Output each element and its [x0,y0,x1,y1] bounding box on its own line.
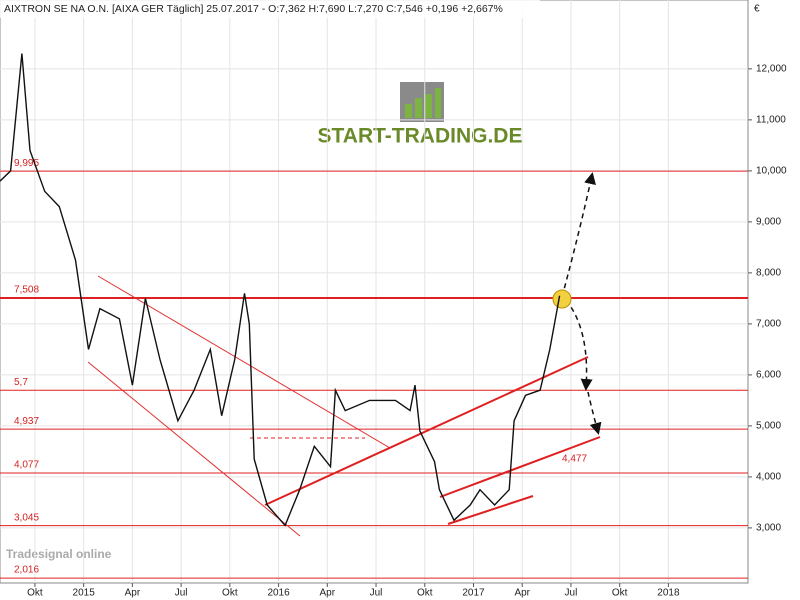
level-label: 4,937 [14,416,39,427]
y-tick-label: 10,000 [756,166,787,177]
trendlines [87,172,602,537]
level-label: 7,508 [14,285,39,296]
y-tick-label: 8,000 [756,268,781,279]
x-tick-label: Apr [125,588,141,599]
y-tick-label: 11,000 [756,115,786,126]
x-tick-label: Okt [612,588,628,599]
x-tick-label: Jul [565,588,578,599]
x-tick-label: 2017 [462,588,485,599]
x-tick-label: 2018 [657,588,680,599]
logo-text: START-TRADING.DE [318,125,523,148]
x-tick-label: Okt [222,588,238,599]
level-label: 4,077 [14,460,39,471]
level-label: 5,7 [14,377,28,388]
x-tick-label: Apr [514,588,530,599]
plot-area [0,0,749,584]
chart-title: AIXTRON SE NA O.N. [AIXA GER Täglich] 25… [4,3,503,15]
currency: € [754,4,760,15]
y-tick-label: 3,000 [756,523,781,534]
title-bg [0,0,540,18]
x-tick-label: Jul [370,588,383,599]
y-tick-label: 7,000 [756,319,781,330]
annotation: 4,477 [562,454,587,465]
logo: START-TRADING.DE [318,82,523,148]
x-tick-label: Apr [320,588,336,599]
y-tick-label: 6,000 [756,370,781,381]
y-tick-label: 12,000 [756,63,787,74]
y-tick-label: 4,000 [756,472,781,483]
y-tick-label: 9,000 [756,217,781,228]
level-label: 2,016 [14,565,39,576]
x-tick-label: Jul [175,588,188,599]
watermark: Tradesignal online [6,547,112,561]
price-line [0,53,561,527]
x-tick-label: 2016 [267,588,290,599]
y-tick-label: 5,000 [756,421,781,432]
level-label: 3,045 [14,512,39,523]
level-label: 9,995 [14,158,39,169]
x-tick-label: Okt [27,588,43,599]
x-tick-label: Okt [417,588,433,599]
x-tick-label: 2015 [73,588,96,599]
